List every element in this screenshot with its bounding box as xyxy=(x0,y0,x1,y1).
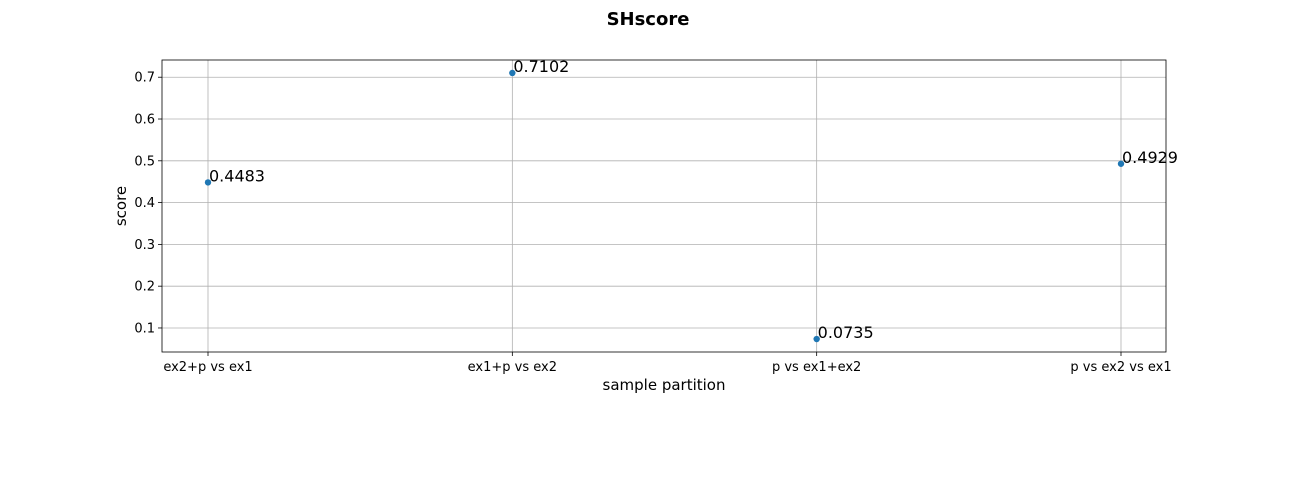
chart-title: SHscore xyxy=(607,9,690,30)
x-tick-label: ex1+p vs ex2 xyxy=(468,360,557,375)
y-axis-label: score xyxy=(112,186,130,226)
data-point xyxy=(1117,160,1125,167)
data-label: 0.4929 xyxy=(1122,148,1178,167)
x-tick-label: ex2+p vs ex1 xyxy=(163,360,252,375)
data-label: 0.4483 xyxy=(209,166,265,185)
x-axis-label: sample partition xyxy=(603,376,726,394)
data-point xyxy=(204,179,212,186)
data-label: 0.0735 xyxy=(818,323,874,342)
y-tick-label: 0.3 xyxy=(134,238,155,253)
data-label: 0.7102 xyxy=(513,57,569,76)
data-point xyxy=(509,69,516,77)
y-tick-label: 0.1 xyxy=(134,321,155,336)
x-axis: ex2+p vs ex1 ex1+p vs ex2 p vs ex1+ex2 p vs… xyxy=(163,352,1172,375)
grid-layer xyxy=(162,60,1166,352)
x-tick-label: p vs ex1+ex2 xyxy=(772,360,861,375)
x-tick-label: p vs ex2 vs ex1 xyxy=(1070,360,1171,375)
data-points: 0.4483 0.7102 0.0735 0.4929 xyxy=(204,57,1178,343)
y-axis: 0.1 0.2 0.3 0.4 0.5 0.6 0.7 xyxy=(134,71,162,336)
y-tick-label: 0.6 xyxy=(134,113,155,128)
y-tick-label: 0.2 xyxy=(134,280,155,295)
plot-frame xyxy=(161,59,1167,353)
y-tick-label: 0.4 xyxy=(134,196,155,211)
y-tick-label: 0.7 xyxy=(134,71,155,86)
y-tick-label: 0.5 xyxy=(134,154,155,169)
data-point xyxy=(813,335,820,343)
